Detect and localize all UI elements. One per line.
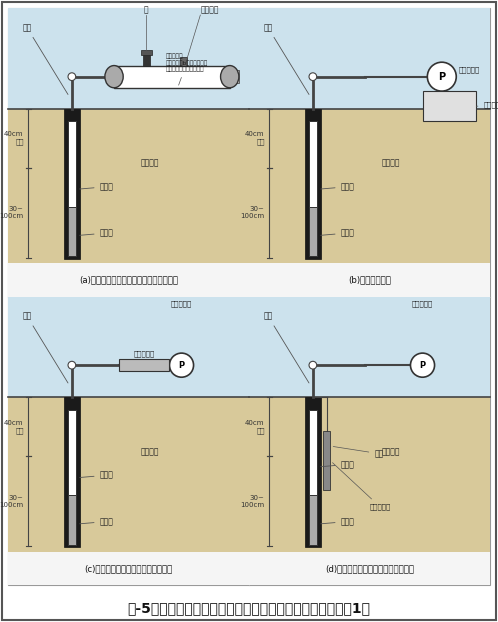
Text: 採取管: 採取管 — [321, 517, 355, 526]
Text: 保護管: 保護管 — [80, 182, 114, 191]
Text: 栓: 栓 — [144, 5, 149, 14]
Text: (c)濃集濃縮管を地上に設置する方法: (c)濃集濃縮管を地上に設置する方法 — [84, 564, 173, 573]
Text: 30~
100cm: 30~ 100cm — [241, 206, 264, 219]
Text: 保護管: 保護管 — [80, 471, 114, 480]
Bar — [64, 397, 80, 547]
Bar — [140, 50, 152, 55]
Text: 導管: 導管 — [22, 312, 68, 383]
Text: 試験ポンプ: 試験ポンプ — [459, 66, 480, 73]
Ellipse shape — [105, 65, 123, 88]
Bar — [249, 397, 490, 552]
Circle shape — [427, 62, 456, 91]
Text: 減圧捕集瓶
（減）楔型bの場合は真空
食塩置換法の場合は約約: 減圧捕集瓶 （減）楔型bの場合は真空 食塩置換法の場合は約約 — [166, 53, 208, 85]
Text: 通管: 通管 — [263, 23, 309, 95]
Bar — [8, 297, 249, 397]
Text: 保護管: 保護管 — [321, 460, 355, 469]
Text: 30~
100cm: 30~ 100cm — [0, 206, 24, 219]
Text: P: P — [419, 361, 426, 369]
Text: 導管: 導管 — [22, 23, 68, 95]
Text: P: P — [438, 72, 445, 81]
Text: 気密容器: 気密容器 — [381, 447, 400, 456]
Bar — [119, 359, 169, 371]
Text: 保護管: 保護管 — [321, 182, 355, 191]
Bar — [309, 121, 317, 207]
Text: 40cm
以上: 40cm 以上 — [245, 420, 264, 434]
Text: 40cm
以上: 40cm 以上 — [245, 131, 264, 145]
Text: セプタム: セプタム — [200, 5, 219, 14]
Text: 30~
100cm: 30~ 100cm — [241, 494, 264, 508]
Bar — [114, 65, 230, 88]
Bar — [8, 397, 249, 552]
Bar — [309, 207, 317, 256]
Bar — [68, 121, 76, 207]
Text: 採取管: 採取管 — [321, 228, 355, 238]
Text: (b)捕集バッグ法: (b)捕集バッグ法 — [348, 276, 391, 284]
Bar — [249, 297, 490, 397]
Bar — [305, 109, 321, 259]
Text: 試験ポンプ: 試験ポンプ — [171, 300, 192, 307]
Bar — [180, 57, 187, 65]
Text: 気密容器: 気密容器 — [140, 159, 159, 167]
Circle shape — [410, 353, 435, 377]
Text: (d)捕集濃縮管を地下に設置する方法: (d)捕集濃縮管を地下に設置する方法 — [325, 564, 414, 573]
Bar — [249, 552, 490, 585]
Bar — [249, 263, 490, 297]
Bar — [68, 495, 76, 545]
Bar — [249, 8, 490, 109]
Text: 捕集濃縮管: 捕集濃縮管 — [333, 463, 391, 510]
Text: 導管: 導管 — [263, 312, 309, 383]
Bar — [143, 55, 150, 65]
Bar — [8, 8, 249, 109]
Text: 採集濃縮管: 採集濃縮管 — [133, 350, 155, 357]
Bar — [68, 207, 76, 256]
Text: 吸引バッグ: 吸引バッグ — [476, 101, 498, 108]
Text: 気密容器: 気密容器 — [381, 159, 400, 167]
Bar — [8, 109, 249, 263]
Text: 40cm
以上: 40cm 以上 — [4, 420, 24, 434]
Bar — [423, 91, 476, 121]
Bar — [227, 70, 240, 83]
Bar — [68, 410, 76, 495]
Text: 採取管: 採取管 — [80, 517, 114, 526]
Text: P: P — [178, 361, 185, 369]
Bar — [309, 410, 317, 495]
Bar — [323, 432, 331, 490]
Circle shape — [68, 73, 76, 80]
Circle shape — [68, 361, 76, 369]
Bar — [8, 263, 249, 297]
Text: 30~
100cm: 30~ 100cm — [0, 494, 24, 508]
Text: 図-5　土壌ガス調査　試料採取孔および試料採取装置の例1）: 図-5 土壌ガス調査 試料採取孔および試料採取装置の例1） — [127, 601, 371, 615]
Text: 40cm
以上: 40cm 以上 — [4, 131, 24, 145]
Text: 導管: 導管 — [333, 447, 383, 458]
Circle shape — [169, 353, 194, 377]
Ellipse shape — [221, 65, 239, 88]
Text: 採取管: 採取管 — [80, 228, 114, 238]
Text: (a)減圧捕集瓶法および食塩置換法の場合: (a)減圧捕集瓶法および食塩置換法の場合 — [79, 276, 178, 284]
Text: 試験ポンプ: 試験ポンプ — [412, 300, 433, 307]
Bar — [8, 552, 249, 585]
Bar — [249, 109, 490, 263]
Bar — [305, 397, 321, 547]
Bar — [64, 109, 80, 259]
Circle shape — [309, 361, 317, 369]
Circle shape — [309, 73, 317, 80]
Text: 気密容器: 気密容器 — [140, 447, 159, 456]
Bar — [309, 495, 317, 545]
